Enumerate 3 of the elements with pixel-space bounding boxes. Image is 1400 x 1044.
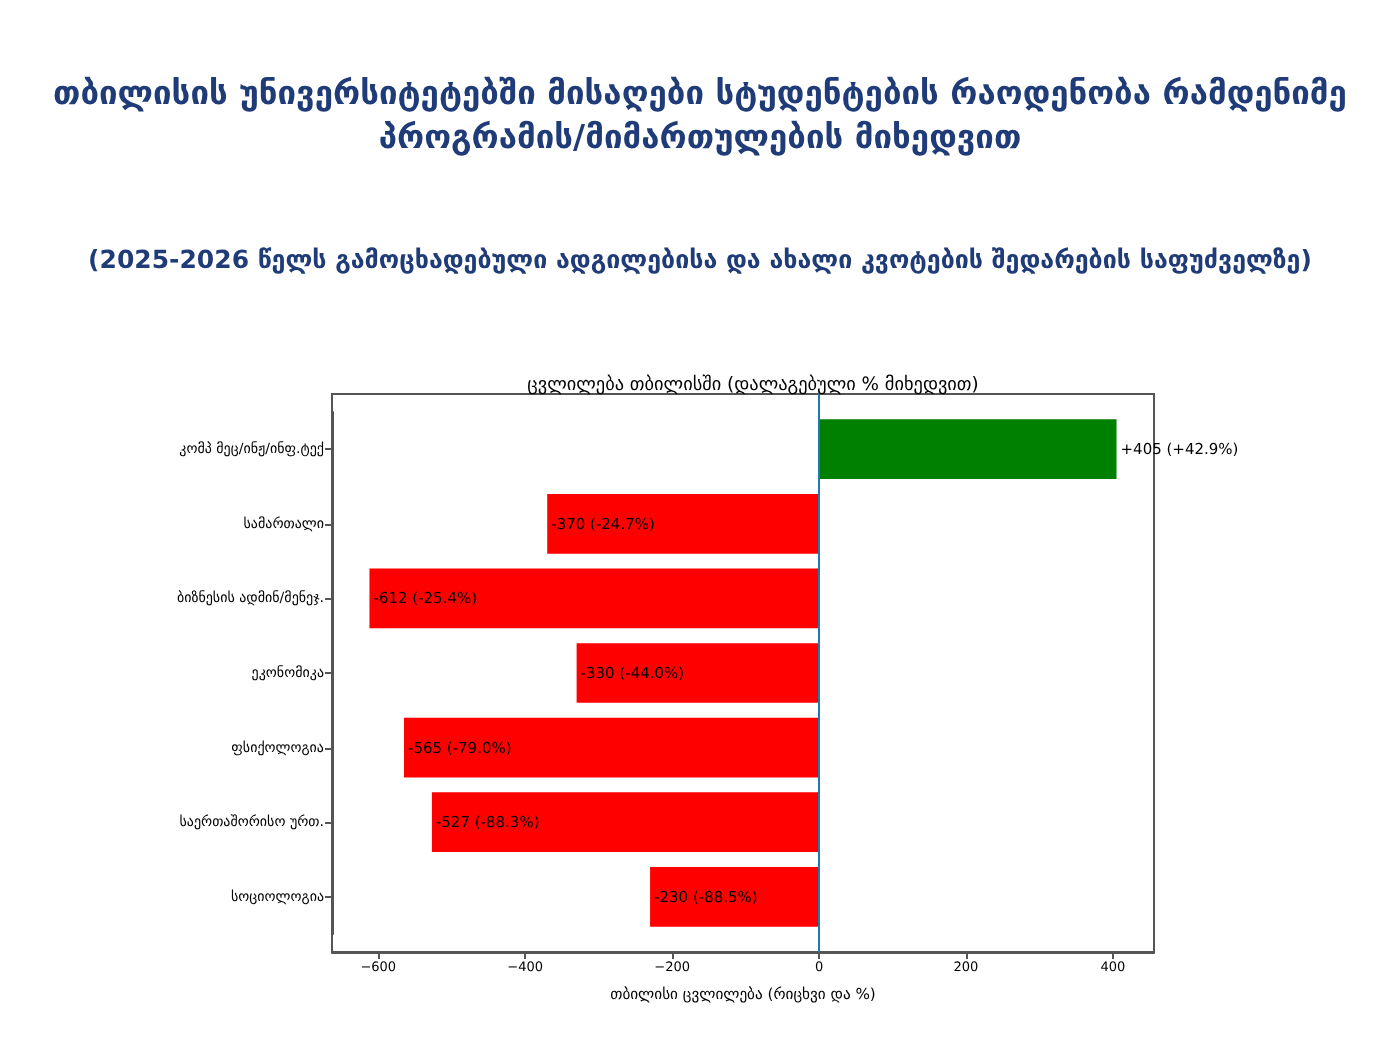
annotation: ცვლილება თბილისში (დალაგებული % მიხედვით): [527, 374, 979, 396]
chart-subtitle: (2025-2026 წელს გამოცხადებული ადგილებისა და ახალი კვოტების შედარების საფუძველზე): [86, 242, 1314, 278]
chart-title: თბილისის უნივერსიტეტებში მისაღები სტუდენტების რაოდენობა რამდენიმე პროგრამის/მიმართულების მიხედვით: [51, 72, 1349, 160]
